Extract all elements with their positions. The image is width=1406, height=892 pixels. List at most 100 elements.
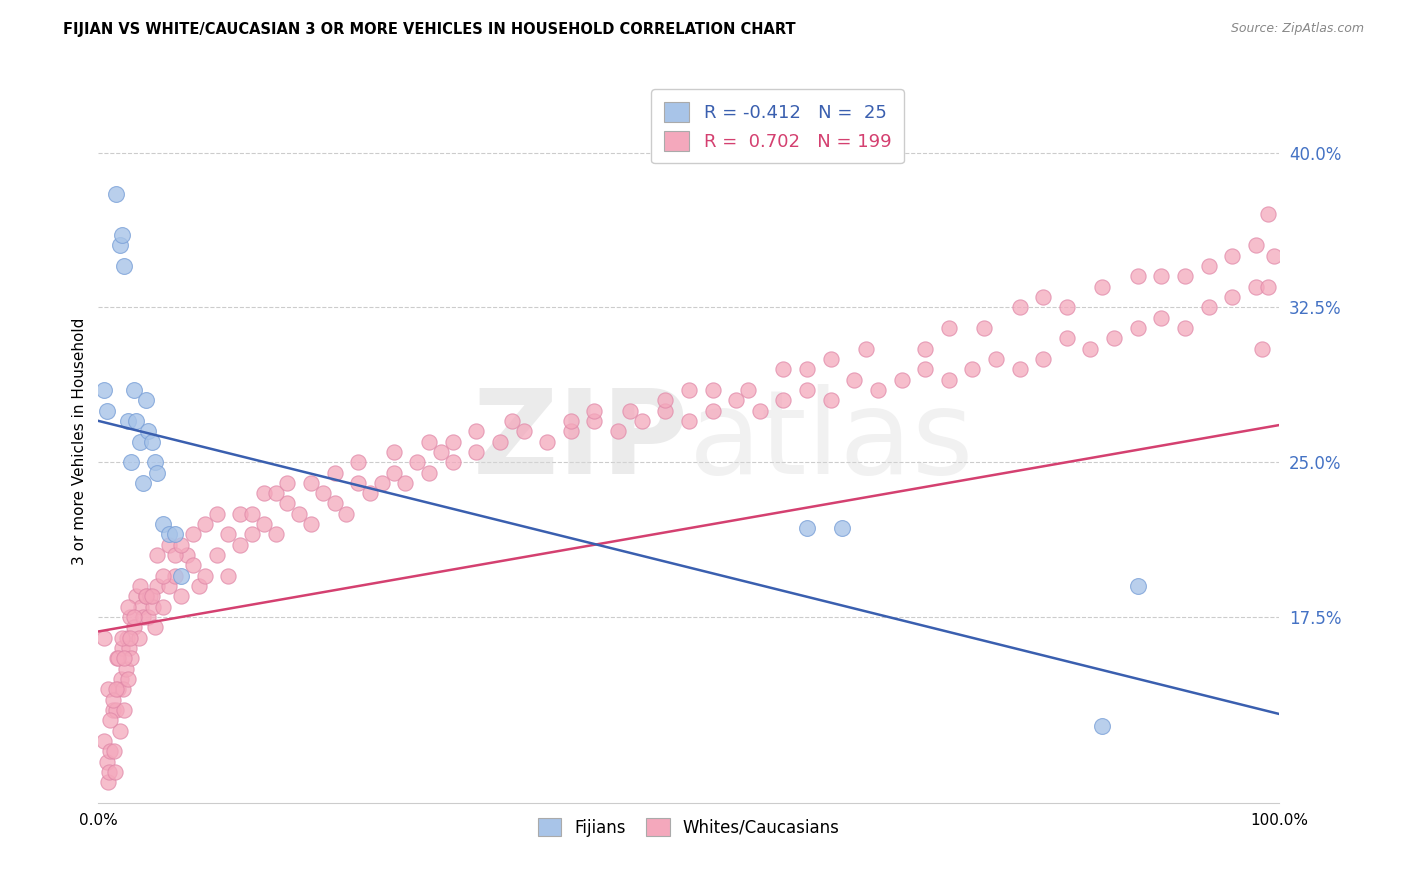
Point bbox=[103, 744, 125, 758]
Point bbox=[128, 631, 150, 645]
Point bbox=[132, 475, 155, 490]
Point bbox=[418, 466, 440, 480]
Point bbox=[1198, 301, 1220, 315]
Point bbox=[796, 383, 818, 397]
Point bbox=[105, 682, 128, 697]
Point bbox=[105, 186, 128, 201]
Point bbox=[796, 362, 818, 376]
Point bbox=[323, 496, 346, 510]
Point bbox=[111, 228, 134, 243]
Point bbox=[152, 599, 174, 614]
Point bbox=[118, 640, 141, 655]
Point bbox=[112, 703, 135, 717]
Point bbox=[114, 662, 136, 676]
Point bbox=[181, 558, 204, 573]
Point bbox=[702, 383, 724, 397]
Point bbox=[120, 631, 142, 645]
Point bbox=[855, 342, 877, 356]
Point bbox=[702, 403, 724, 417]
Point bbox=[170, 538, 193, 552]
Point bbox=[135, 590, 157, 604]
Point bbox=[418, 434, 440, 449]
Point bbox=[105, 703, 128, 717]
Point bbox=[146, 548, 169, 562]
Point bbox=[1032, 290, 1054, 304]
Point bbox=[146, 579, 169, 593]
Point bbox=[181, 527, 204, 541]
Point bbox=[607, 424, 630, 438]
Point bbox=[117, 414, 139, 428]
Point bbox=[560, 414, 582, 428]
Point bbox=[536, 434, 558, 449]
Point bbox=[1102, 331, 1125, 345]
Point bbox=[299, 517, 322, 532]
Point bbox=[1257, 279, 1279, 293]
Point bbox=[984, 351, 1007, 366]
Point bbox=[240, 527, 263, 541]
Point bbox=[157, 538, 180, 552]
Point bbox=[1220, 290, 1243, 304]
Point bbox=[489, 434, 512, 449]
Point bbox=[170, 568, 193, 582]
Point bbox=[135, 393, 157, 408]
Point bbox=[110, 672, 132, 686]
Point bbox=[128, 434, 150, 449]
Point bbox=[1008, 362, 1031, 376]
Point bbox=[122, 383, 145, 397]
Point bbox=[194, 517, 217, 532]
Point bbox=[430, 445, 453, 459]
Point bbox=[914, 362, 936, 376]
Point bbox=[1150, 269, 1173, 284]
Point bbox=[229, 507, 252, 521]
Point bbox=[1250, 342, 1272, 356]
Point bbox=[264, 486, 287, 500]
Point bbox=[359, 486, 381, 500]
Point bbox=[465, 424, 488, 438]
Point bbox=[382, 466, 405, 480]
Text: FIJIAN VS WHITE/CAUCASIAN 3 OR MORE VEHICLES IN HOUSEHOLD CORRELATION CHART: FIJIAN VS WHITE/CAUCASIAN 3 OR MORE VEHI… bbox=[63, 22, 796, 37]
Point bbox=[441, 434, 464, 449]
Point bbox=[737, 383, 759, 397]
Point bbox=[165, 527, 187, 541]
Point bbox=[288, 507, 311, 521]
Point bbox=[844, 373, 866, 387]
Point bbox=[1126, 321, 1149, 335]
Point bbox=[1126, 579, 1149, 593]
Text: ZIP: ZIP bbox=[472, 384, 689, 499]
Point bbox=[128, 579, 150, 593]
Point bbox=[205, 507, 228, 521]
Point bbox=[1008, 301, 1031, 315]
Point bbox=[938, 321, 960, 335]
Point bbox=[132, 610, 155, 624]
Point bbox=[299, 475, 322, 490]
Point bbox=[820, 393, 842, 408]
Point bbox=[1263, 249, 1285, 263]
Point bbox=[394, 475, 416, 490]
Point bbox=[335, 507, 357, 521]
Point bbox=[121, 651, 143, 665]
Point bbox=[111, 631, 134, 645]
Point bbox=[253, 486, 276, 500]
Point bbox=[820, 351, 842, 366]
Point bbox=[93, 734, 115, 748]
Point bbox=[165, 568, 187, 582]
Point bbox=[141, 590, 163, 604]
Point bbox=[1056, 301, 1078, 315]
Point bbox=[938, 373, 960, 387]
Point bbox=[1080, 342, 1102, 356]
Point bbox=[117, 672, 139, 686]
Point bbox=[866, 383, 889, 397]
Point bbox=[441, 455, 464, 469]
Point bbox=[382, 445, 405, 459]
Point bbox=[796, 521, 818, 535]
Point bbox=[217, 527, 239, 541]
Point bbox=[1244, 279, 1267, 293]
Point bbox=[135, 590, 157, 604]
Point bbox=[170, 590, 193, 604]
Point bbox=[1244, 238, 1267, 252]
Point bbox=[187, 579, 209, 593]
Point bbox=[152, 568, 174, 582]
Point bbox=[142, 599, 165, 614]
Point bbox=[1150, 310, 1173, 325]
Point bbox=[205, 548, 228, 562]
